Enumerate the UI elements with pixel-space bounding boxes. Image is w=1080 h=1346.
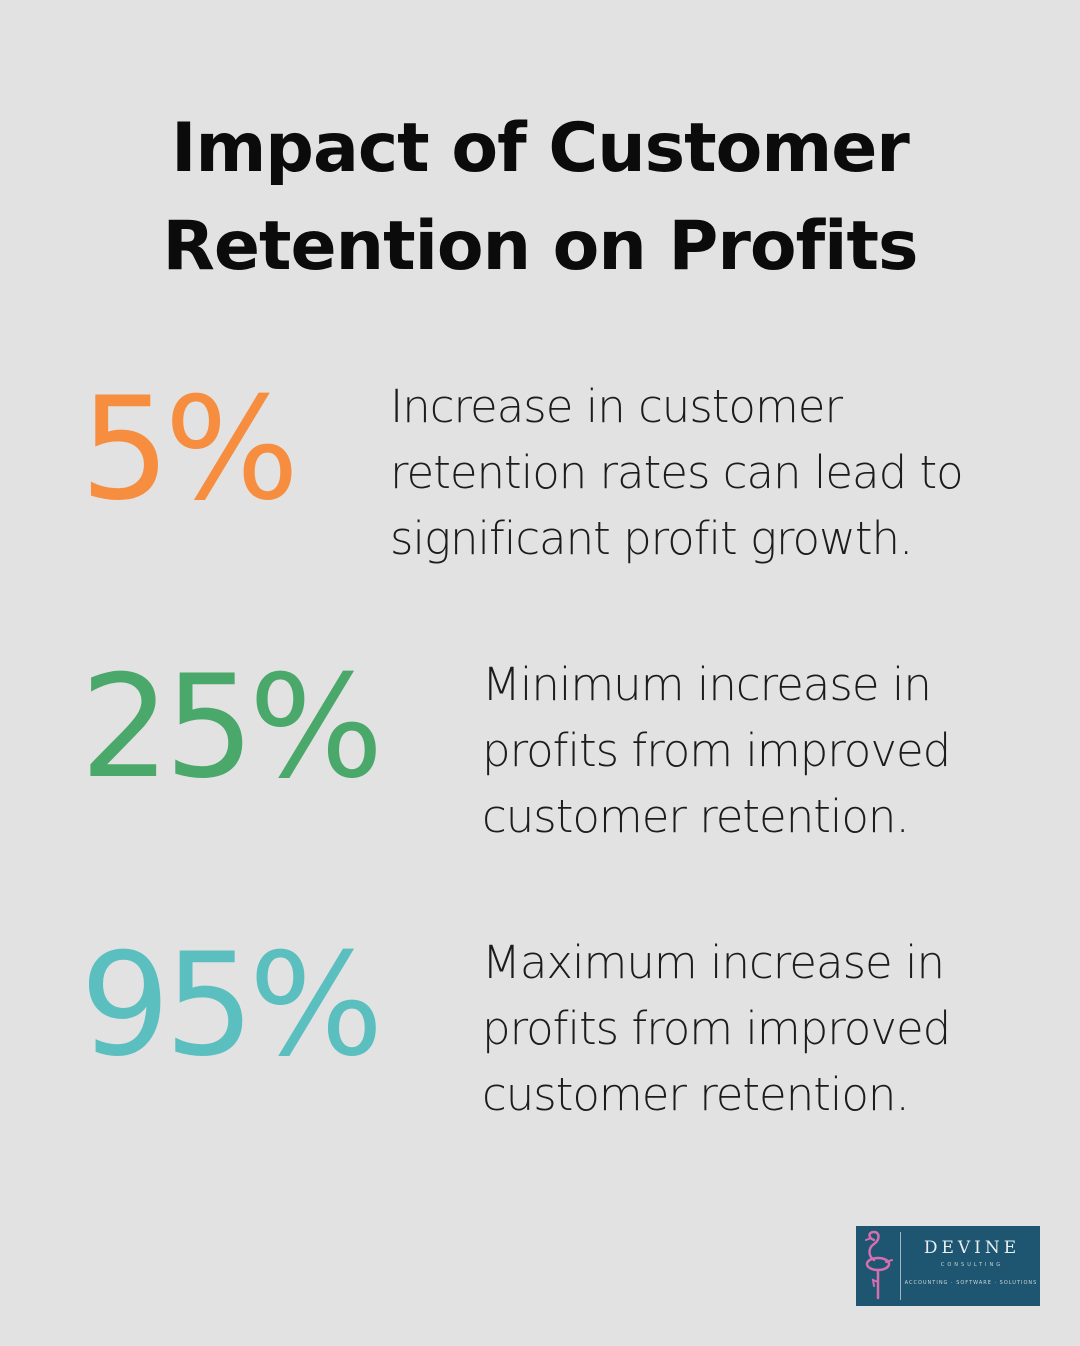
flamingo-icon <box>865 1230 893 1300</box>
stat-2-line-1: Minimum increase in <box>482 658 932 711</box>
company-logo: DEVINE CONSULTING ACCOUNTING · SOFTWARE … <box>856 1226 1040 1306</box>
stat-value-1: 5% <box>80 367 299 532</box>
logo-name: DEVINE <box>923 1238 1021 1258</box>
stat-3-line-1: Maximum increase in <box>482 936 945 989</box>
stat-row-1: 5% Increase in customer retention rates … <box>0 370 1080 570</box>
logo-tagline: ACCOUNTING · SOFTWARE · SOLUTIONS <box>904 1280 1038 1286</box>
stat-description-3: Maximum increase in profits from improve… <box>482 930 951 1128</box>
stat-description-2: Minimum increase in profits from improve… <box>482 652 951 850</box>
page-title: Impact of Customer Retention on Profits <box>0 100 1080 296</box>
stat-1-line-3: significant profit growth. <box>390 512 913 565</box>
stat-1-line-2: retention rates can lead to <box>390 446 964 499</box>
stat-value-2: 25% <box>80 645 384 810</box>
stat-description-1: Increase in customer retention rates can… <box>390 374 964 572</box>
stat-3-line-2: profits from improved <box>482 1002 951 1055</box>
stat-row-3: 95% Maximum increase in profits from imp… <box>0 926 1080 1126</box>
logo-divider <box>900 1232 901 1300</box>
stat-3-line-3: customer retention. <box>482 1068 910 1121</box>
stat-2-line-3: customer retention. <box>482 790 910 843</box>
stat-row-2: 25% Minimum increase in profits from imp… <box>0 648 1080 848</box>
title-line-1: Impact of Customer <box>171 109 910 188</box>
stat-1-line-1: Increase in customer <box>390 380 843 433</box>
stat-2-line-2: profits from improved <box>482 724 951 777</box>
stat-value-3: 95% <box>80 923 384 1088</box>
logo-subtitle: CONSULTING <box>940 1262 1004 1268</box>
title-line-2: Retention on Profits <box>162 207 919 286</box>
